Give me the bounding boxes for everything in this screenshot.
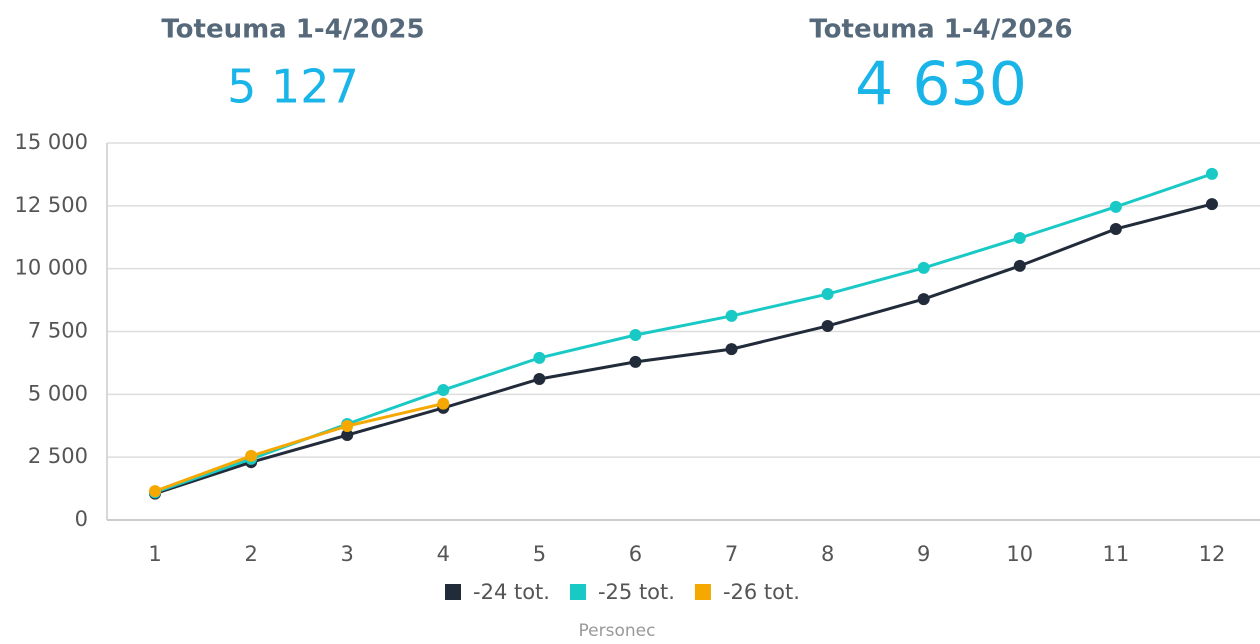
- x-tick-label: 8: [821, 542, 834, 566]
- y-tick-label: 15 000: [15, 130, 88, 154]
- legend-swatch: [694, 584, 711, 600]
- point: [341, 420, 354, 433]
- x-tick-label: 7: [725, 542, 738, 566]
- point: [1013, 259, 1026, 272]
- point: [917, 261, 930, 274]
- point: [821, 319, 834, 332]
- point: [1109, 200, 1122, 213]
- point: [917, 293, 930, 306]
- y-tick-label: 2 500: [28, 444, 88, 468]
- legend-label: -25 tot.: [598, 580, 675, 604]
- x-tick-label: 2: [244, 542, 257, 566]
- point: [725, 343, 738, 356]
- point: [629, 329, 642, 342]
- y-tick-label: 7 500: [28, 319, 88, 343]
- x-tick-label: 6: [629, 542, 642, 566]
- legend-label: -26 tot.: [723, 580, 800, 604]
- legend-label: -24 tot.: [473, 580, 550, 604]
- x-tick-label: 5: [533, 542, 546, 566]
- x-tick-label: 4: [437, 542, 450, 566]
- point: [1109, 222, 1122, 235]
- point: [725, 309, 738, 322]
- x-tick-label: 1: [148, 542, 161, 566]
- kpi-title: Toteuma 1-4/2026: [809, 15, 1072, 45]
- legend-swatch: [569, 584, 586, 600]
- x-tick-label: 3: [341, 542, 354, 566]
- point: [821, 288, 834, 301]
- point: [437, 397, 450, 410]
- point: [341, 429, 354, 442]
- series-line: [154, 202, 1213, 496]
- point: [1013, 232, 1026, 245]
- y-tick-label: 12 500: [15, 193, 88, 217]
- point: [533, 351, 546, 364]
- x-tick-label: 10: [1006, 542, 1033, 566]
- legend-swatch: [445, 584, 461, 600]
- kpi-title: Toteuma 1-4/2025: [161, 15, 424, 45]
- y-tick-label: 0: [75, 507, 88, 531]
- point: [149, 485, 162, 498]
- point: [245, 449, 258, 462]
- point: [533, 373, 546, 386]
- point: [629, 355, 642, 368]
- y-tick-label: 5 000: [28, 381, 88, 405]
- x-tick-label: 9: [917, 542, 930, 566]
- x-tick-label: 11: [1103, 542, 1130, 566]
- point: [1205, 167, 1218, 180]
- kpi-value: 4 630: [855, 50, 1027, 120]
- x-tick-label: 12: [1199, 542, 1226, 566]
- y-tick-label: 10 000: [15, 256, 88, 280]
- point: [1205, 198, 1218, 211]
- source: Personec: [579, 621, 656, 640]
- point: [437, 384, 450, 397]
- series-line: [154, 402, 444, 493]
- kpi-value: 5 127: [227, 60, 359, 114]
